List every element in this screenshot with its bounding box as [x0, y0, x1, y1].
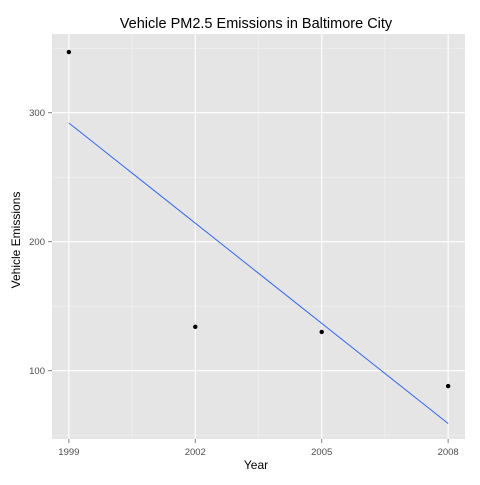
y-tick-label: 200 — [29, 237, 45, 248]
points-layer — [66, 49, 451, 389]
x-tick-label: 2005 — [311, 447, 332, 458]
y-tick-label: 100 — [29, 366, 45, 377]
chart-title: Vehicle PM2.5 Emissions in Baltimore Cit… — [120, 16, 393, 32]
x-tick-label: 2002 — [185, 447, 206, 458]
trend-layer — [68, 122, 449, 424]
ticks-layer: 1999 2002 2005 2008 100 200 300 — [29, 108, 459, 458]
trend-line — [68, 122, 449, 424]
y-tick-label: 300 — [29, 108, 45, 119]
y-axis-title: Vehicle Emissions — [9, 192, 23, 289]
x-axis-title: Year — [244, 458, 268, 472]
data-point — [445, 383, 451, 389]
data-point — [193, 324, 198, 329]
grid — [52, 34, 465, 439]
x-tick-label: 2008 — [438, 447, 459, 458]
x-tick-label: 1999 — [58, 447, 79, 458]
data-point — [319, 329, 324, 335]
data-point — [66, 49, 72, 55]
